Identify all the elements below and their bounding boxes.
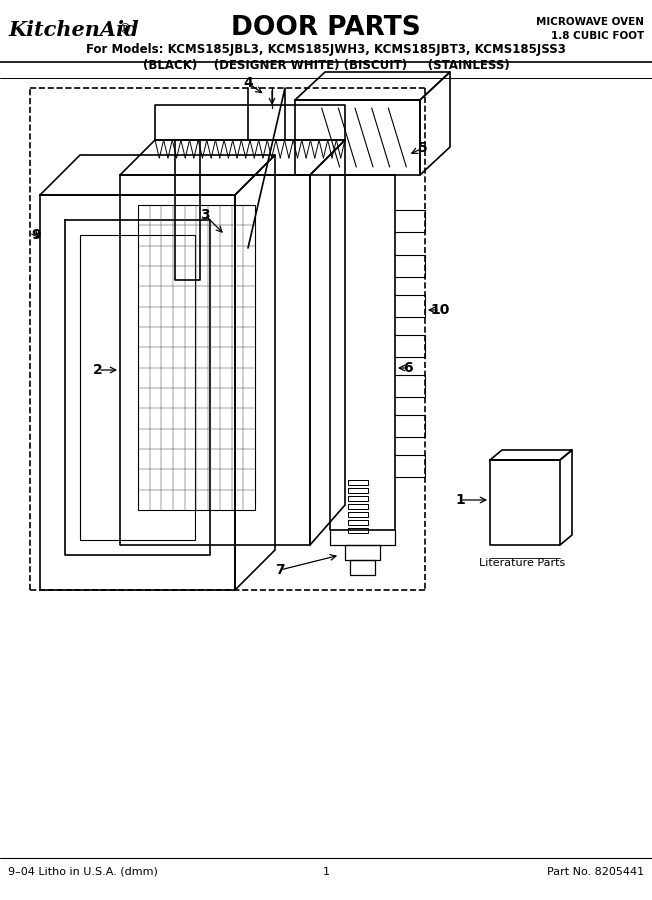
Text: (BLACK)    (DESIGNER WHITE) (BISCUIT)     (STAINLESS): (BLACK) (DESIGNER WHITE) (BISCUIT) (STAI… xyxy=(143,58,509,71)
Text: For Models: KCMS185JBL3, KCMS185JWH3, KCMS185JBT3, KCMS185JSS3: For Models: KCMS185JBL3, KCMS185JWH3, KC… xyxy=(86,43,566,57)
Text: 9–04 Litho in U.S.A. (dmm): 9–04 Litho in U.S.A. (dmm) xyxy=(8,867,158,877)
Text: 7: 7 xyxy=(275,563,285,577)
Text: ®: ® xyxy=(118,23,130,37)
Text: 1: 1 xyxy=(323,867,329,877)
Text: DOOR PARTS: DOOR PARTS xyxy=(231,15,421,41)
Text: 5: 5 xyxy=(418,141,428,155)
Text: 2: 2 xyxy=(93,363,103,377)
Text: 1: 1 xyxy=(455,493,465,507)
Text: 4: 4 xyxy=(243,76,253,90)
Text: 3: 3 xyxy=(200,208,210,222)
Text: 10: 10 xyxy=(430,303,450,317)
Text: KitchenAid: KitchenAid xyxy=(8,20,139,40)
Text: 6: 6 xyxy=(403,361,413,375)
Text: MICROWAVE OVEN: MICROWAVE OVEN xyxy=(536,17,644,27)
Text: 9: 9 xyxy=(31,228,41,242)
Text: Part No. 8205441: Part No. 8205441 xyxy=(547,867,644,877)
Text: Literature Parts: Literature Parts xyxy=(479,558,565,568)
Text: 1.8 CUBIC FOOT: 1.8 CUBIC FOOT xyxy=(551,31,644,41)
